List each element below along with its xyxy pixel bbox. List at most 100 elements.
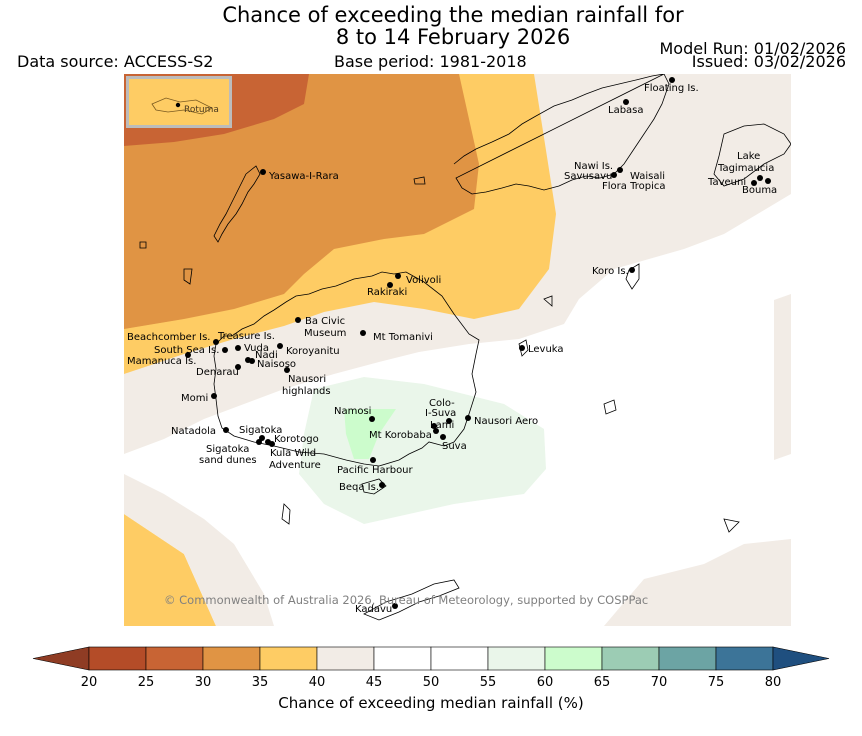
inset-label: Rotuma: [184, 105, 219, 115]
colorbar-segment: [316, 646, 375, 671]
marker-momi: [211, 393, 217, 399]
label-colo: Colo-: [429, 398, 455, 409]
band-60-65: [344, 409, 396, 459]
colorbar-segment: [658, 646, 717, 671]
label-ba-civic: Ba Civic: [305, 316, 345, 327]
colorbar-tick-label: 40: [309, 675, 326, 690]
colorbar-segment: [373, 646, 432, 671]
base-period-label: Base period: 1981-2018: [334, 52, 527, 71]
colorbar-over-arrow: [772, 646, 830, 671]
marker-pacific-harbour: [370, 457, 376, 463]
label-koroyanitu: Koroyanitu: [286, 346, 340, 357]
label-suva: Suva: [442, 441, 467, 452]
label-naisoso: Naisoso: [257, 359, 296, 370]
colorbar-tick-label: 65: [594, 675, 611, 690]
small-island-7: [139, 241, 147, 249]
copyright-notice: © Commonwealth of Australia 2026, Bureau…: [164, 593, 648, 607]
small-island-2: [723, 518, 740, 533]
colorbar-segment: [715, 646, 774, 671]
marker-nausori-aero: [465, 415, 471, 421]
place-markers: [185, 77, 771, 609]
label-nausori: Nausori: [288, 374, 326, 385]
label-rakiraki: Rakiraki: [367, 287, 407, 298]
colorbar-title: Chance of exceeding median rainfall (%): [278, 694, 583, 712]
label-nadi: Nadi: [255, 350, 278, 361]
label-vuda: Vuda: [244, 343, 269, 354]
marker-levuka: [519, 345, 525, 351]
label-waisali: Waisali: [630, 171, 665, 182]
marker-naisoso: [249, 358, 255, 364]
marker-suva: [440, 434, 446, 440]
marker-beqa-is: [379, 482, 385, 488]
place-labels: Floating Is. Labasa Nawi Is. Savusavu Wa…: [127, 83, 777, 615]
label-momi: Momi: [181, 393, 208, 404]
label-koro-is: Koro Is.: [592, 266, 629, 277]
kadavu-coastline: [363, 579, 460, 621]
small-island-5: [543, 295, 553, 307]
label-mt-tomanivi: Mt Tomanivi: [373, 332, 433, 343]
colorbar-segment: [544, 646, 603, 671]
taveuni-coastline: [713, 123, 791, 187]
ovalau-coastline: [518, 339, 529, 357]
map-canvas: Rotuma: [124, 74, 791, 626]
colorbar-tick-label: 45: [366, 675, 383, 690]
beqa-coastline: [361, 478, 387, 495]
label-bouma: Bouma: [742, 185, 777, 196]
marker-treasure-is: [235, 345, 241, 351]
viti-levu-coastline: [213, 271, 480, 467]
colorbar-tick-label: 80: [765, 675, 782, 690]
colorbar-tick-label: 60: [537, 675, 554, 690]
band-40-45-east: [774, 294, 791, 460]
marker-nausori-highlands: [284, 367, 290, 373]
label-south-sea-is: South Sea Is.: [154, 345, 219, 356]
rotuma-coastline: [151, 97, 213, 115]
label-korotogo: Korotogo: [274, 434, 319, 445]
colorbar-ticks: 20 25 30 35 40 45 50 55 60 65 70 75 80: [81, 675, 782, 690]
band-30-35: [124, 74, 479, 329]
label-kula-wild: Kula Wild: [270, 448, 316, 459]
label-treasure-is: Treasure Is.: [217, 331, 275, 342]
label-nausori-aero: Nausori Aero: [474, 416, 538, 427]
colorbar-segment: [259, 646, 318, 671]
label-lake: Lake: [737, 151, 760, 162]
yasawa-coastline: [213, 165, 261, 243]
label-sigatoka-2: Sigatoka: [206, 444, 249, 455]
label-highlands: highlands: [282, 386, 331, 397]
label-denarau: Denarau: [196, 367, 239, 378]
marker-rakiraki: [387, 282, 393, 288]
marker-labasa: [623, 99, 629, 105]
colorbar-segment: [202, 646, 261, 671]
marker-floating-is: [669, 77, 675, 83]
label-tagimaucia: Tagimaucia: [717, 163, 774, 174]
marker-taveuni: [751, 180, 757, 186]
label-sand-dunes: sand dunes: [199, 455, 257, 466]
rainfall-map: Rotuma: [124, 74, 791, 626]
label-adventure: Adventure: [269, 460, 321, 471]
label-volivoli: Volivoli: [406, 275, 441, 286]
small-island-3: [603, 399, 617, 415]
colorbar-segment: [88, 646, 147, 671]
label-pacific-harbour: Pacific Harbour: [337, 465, 414, 476]
colorbar-segment: [487, 646, 546, 671]
marker-mamanuca-is: [185, 352, 191, 358]
model-run-label: Model Run: 01/02/2026: [659, 39, 847, 58]
marker-namosi: [369, 416, 375, 422]
marker-natadola: [223, 427, 229, 433]
label-lami: Lami: [430, 420, 454, 431]
label-natadola: Natadola: [171, 426, 216, 437]
colorbar-tick-label: 25: [138, 675, 155, 690]
marker-colo-i-suva: [446, 418, 452, 424]
marker-mt-korobaba: [433, 428, 439, 434]
label-museum: Museum: [304, 328, 346, 339]
label-kadavu: Kadavu: [355, 604, 392, 615]
koro-coastline: [625, 263, 640, 290]
marker-bouma: [765, 178, 771, 184]
coastlines: [139, 74, 791, 621]
small-island-4: [413, 176, 426, 185]
label-taveuni: Taveuni: [707, 177, 746, 188]
colorbar-tick-label: 75: [708, 675, 725, 690]
label-nawi-is: Nawi Is.: [574, 161, 613, 172]
marker-kula-wild-adventure: [269, 441, 275, 447]
marker-koroyanitu: [277, 343, 283, 349]
vanua-levu-coastline: [453, 74, 670, 195]
